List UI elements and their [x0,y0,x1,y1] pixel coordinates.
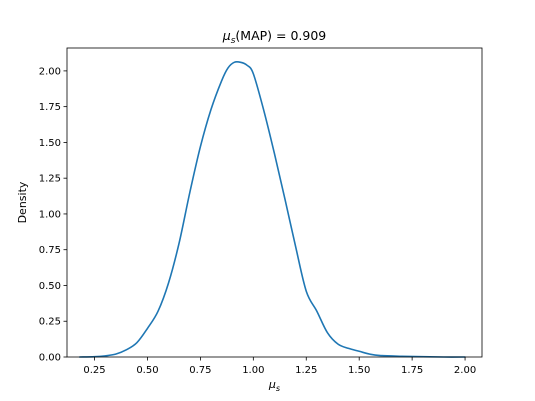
y-tick-label: 0.50 [39,281,61,292]
y-tick-label: 1.50 [39,138,61,149]
y-tick-label: 1.00 [39,209,61,220]
x-axis-label-subscript: s [276,384,280,393]
y-tick-label: 0.00 [39,353,61,364]
x-axis-ticks: 0.25 0.50 0.75 1.00 1.25 1.50 1.75 2.00 [83,357,476,376]
x-axis-label-symbol: μ [268,378,276,391]
chart-title: μs(MAP) = 0.909 [222,28,327,46]
plot-frame [66,47,483,358]
plot-content [78,60,466,358]
x-tick-label: 0.75 [189,365,211,376]
title-symbol: μ [222,28,231,43]
x-tick-label: 0.50 [136,365,158,376]
x-tick-label: 2.00 [454,365,476,376]
x-tick-label: 1.75 [401,365,423,376]
x-tick-label: 1.00 [242,365,264,376]
density-line [78,60,466,358]
y-axis-ticks: 0.00 0.25 0.50 0.75 1.00 1.25 1.50 1.75 2.00 [39,66,67,364]
x-axis-label: μs [268,378,280,393]
y-tick-label: 0.25 [39,317,61,328]
title-subscript: s [231,36,236,46]
y-tick-label: 1.25 [39,174,61,185]
y-tick-label: 2.00 [39,66,61,77]
x-tick-label: 1.25 [295,365,317,376]
y-tick-label: 1.75 [39,102,61,113]
x-tick-label: 0.25 [83,365,105,376]
title-rest: (MAP) = 0.909 [235,28,326,43]
x-tick-label: 1.50 [348,365,370,376]
y-tick-label: 0.75 [39,245,61,256]
y-axis-label: Density [16,181,29,223]
